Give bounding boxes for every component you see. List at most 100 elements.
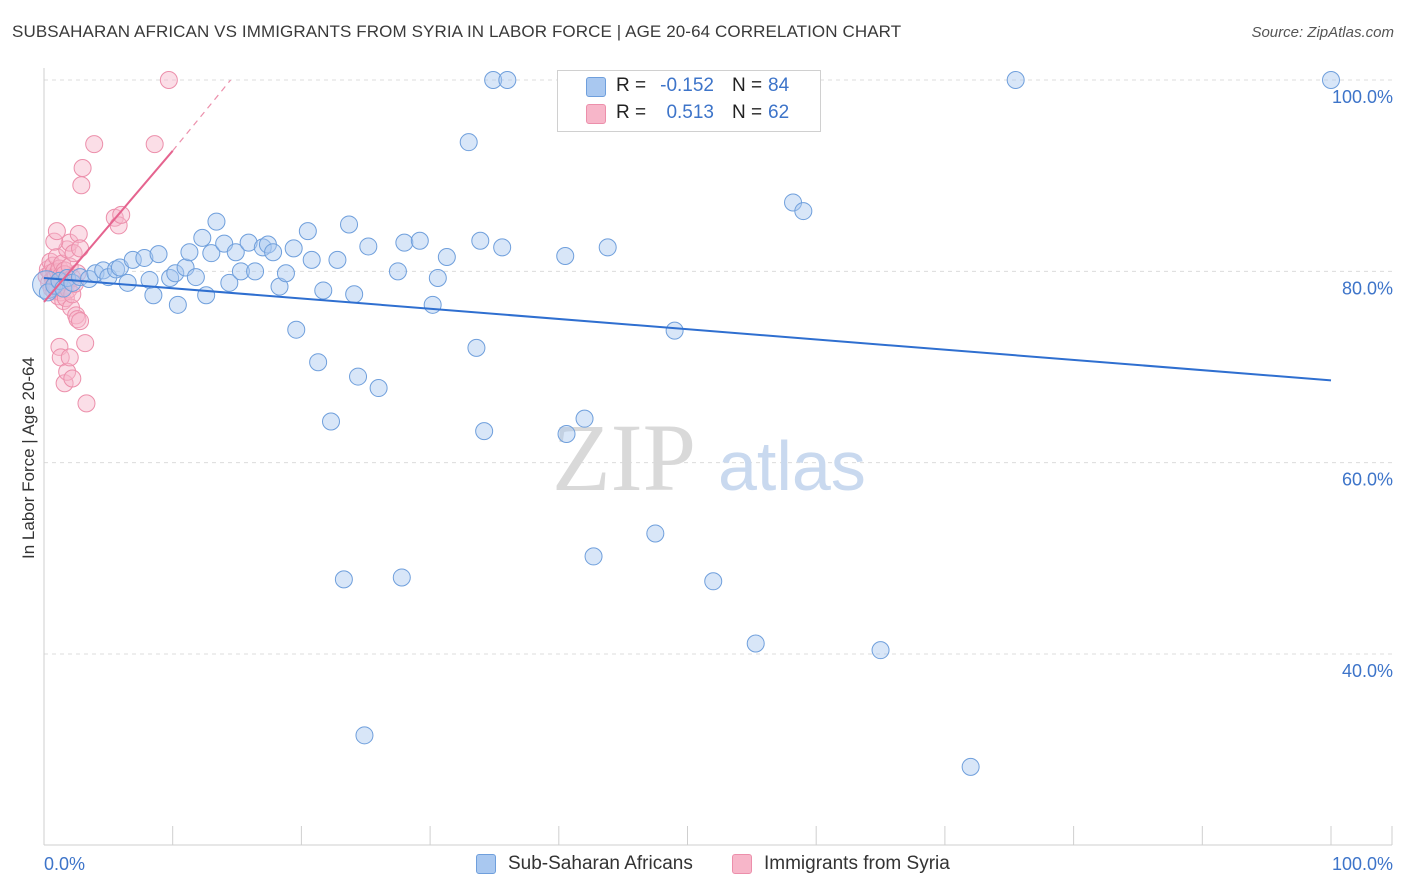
subsaharan-point xyxy=(140,270,159,289)
subsaharan-point xyxy=(239,233,258,252)
subsaharan-point xyxy=(246,262,265,281)
watermark-zip: ZIP xyxy=(552,404,696,511)
subsaharan-point xyxy=(99,268,118,287)
legend-row-subsaharan: R = -0.152 N = 84 xyxy=(558,73,820,100)
y-tick-labels: 40.0% 60.0% 80.0% 100.0% xyxy=(1332,87,1393,681)
subsaharan-point xyxy=(1322,71,1340,89)
subsaharan-point xyxy=(287,320,306,339)
grid-lines xyxy=(44,79,1392,655)
subsaharan-point xyxy=(168,295,187,314)
subsaharan-point xyxy=(186,268,205,287)
subsaharan-point xyxy=(646,524,665,543)
subsaharan-point xyxy=(1006,71,1025,89)
x-tick-labels: 0.0% 100.0% xyxy=(44,854,1393,874)
subsaharan-point xyxy=(202,244,221,263)
x-tick-label: 0.0% xyxy=(44,854,85,874)
syria-point xyxy=(72,176,91,195)
subsaharan-point xyxy=(309,353,328,372)
subsaharan-point xyxy=(340,215,359,234)
syria-point xyxy=(159,71,178,89)
y-tick-label: 60.0% xyxy=(1342,470,1393,490)
subsaharan-points xyxy=(32,71,1340,776)
subsaharan-point xyxy=(345,285,364,304)
legend-r-value: -0.152 xyxy=(660,75,714,96)
legend-r-value: 0.513 xyxy=(666,102,714,123)
source-label: Source: ZipAtlas.com xyxy=(1251,24,1394,41)
subsaharan-point xyxy=(161,269,180,288)
syria-point xyxy=(47,222,66,241)
syria-point xyxy=(69,225,88,244)
subsaharan-point xyxy=(328,250,347,269)
syria-point xyxy=(71,312,90,331)
legend-n-value: 84 xyxy=(768,75,790,96)
subsaharan-point xyxy=(598,238,617,257)
legend-n-value: 62 xyxy=(768,102,790,123)
subsaharan-point xyxy=(226,243,245,262)
subsaharan-point xyxy=(314,281,333,300)
subsaharan-point xyxy=(369,379,388,398)
legend-swatch-pink xyxy=(586,104,606,124)
subsaharan-point xyxy=(144,286,163,305)
subsaharan-point xyxy=(38,283,57,302)
syria-point xyxy=(71,239,90,258)
subsaharan-point xyxy=(746,634,765,653)
subsaharan-point xyxy=(392,568,411,587)
subsaharan-point xyxy=(584,547,603,566)
subsaharan-point xyxy=(302,250,321,269)
subsaharan-point xyxy=(253,238,272,257)
syria-point xyxy=(73,159,92,178)
subsaharan-point xyxy=(334,570,353,589)
subsaharan-point xyxy=(794,202,813,221)
subsaharan-point xyxy=(471,231,490,250)
subsaharan-point xyxy=(423,295,442,314)
stats-legend: R = -0.152 N = 84 R = 0.513 N = 62 xyxy=(557,70,821,132)
syria-point xyxy=(68,310,87,329)
subsaharan-point xyxy=(467,338,486,357)
subsaharan-point xyxy=(498,71,517,89)
syria-trend-line xyxy=(43,150,174,303)
syria-point xyxy=(63,369,82,388)
subsaharan-point xyxy=(437,247,456,266)
syria-point xyxy=(145,135,164,154)
subsaharan-point xyxy=(58,269,77,288)
syria-point xyxy=(45,232,64,251)
subsaharan-point xyxy=(207,212,226,231)
legend-swatch-blue xyxy=(476,854,496,874)
y-tick-label: 100.0% xyxy=(1332,87,1393,107)
subsaharan-point xyxy=(475,422,494,441)
chart-title: SUBSAHARAN AFRICAN VS IMMIGRANTS FROM SY… xyxy=(12,22,902,41)
subsaharan-point xyxy=(410,231,429,250)
subsaharan-trend-line xyxy=(43,277,1332,382)
subsaharan-point xyxy=(484,71,503,89)
subsaharan-point xyxy=(322,412,341,431)
axes xyxy=(43,68,1393,846)
subsaharan-point xyxy=(264,243,283,262)
legend-n-label: N = xyxy=(732,75,763,96)
subsaharan-point xyxy=(284,239,303,258)
subsaharan-point xyxy=(193,228,212,247)
legend-r-label: R = xyxy=(616,75,647,96)
subsaharan-point xyxy=(704,572,723,591)
subsaharan-point xyxy=(231,262,250,281)
subsaharan-point xyxy=(359,237,378,256)
syria-point xyxy=(76,334,95,353)
subsaharan-point xyxy=(459,133,478,152)
x-tick-label: 100.0% xyxy=(1332,854,1393,874)
subsaharan-point xyxy=(428,269,447,288)
watermark: ZIP atlas xyxy=(552,404,866,511)
subsaharan-point xyxy=(197,286,216,305)
subsaharan-point xyxy=(665,321,684,340)
subsaharan-point xyxy=(395,233,414,252)
syria-point xyxy=(54,291,73,310)
syria-point xyxy=(77,394,96,413)
subsaharan-point xyxy=(149,245,168,264)
syria-point xyxy=(85,135,104,154)
syria-point xyxy=(112,205,131,224)
subsaharan-point xyxy=(871,641,890,660)
subsaharan-point xyxy=(123,250,142,269)
legend-swatch-pink xyxy=(732,854,752,874)
subsaharan-point xyxy=(166,264,185,283)
legend-n-label: N = xyxy=(732,102,763,123)
legend-label: Immigrants from Syria xyxy=(764,853,950,874)
